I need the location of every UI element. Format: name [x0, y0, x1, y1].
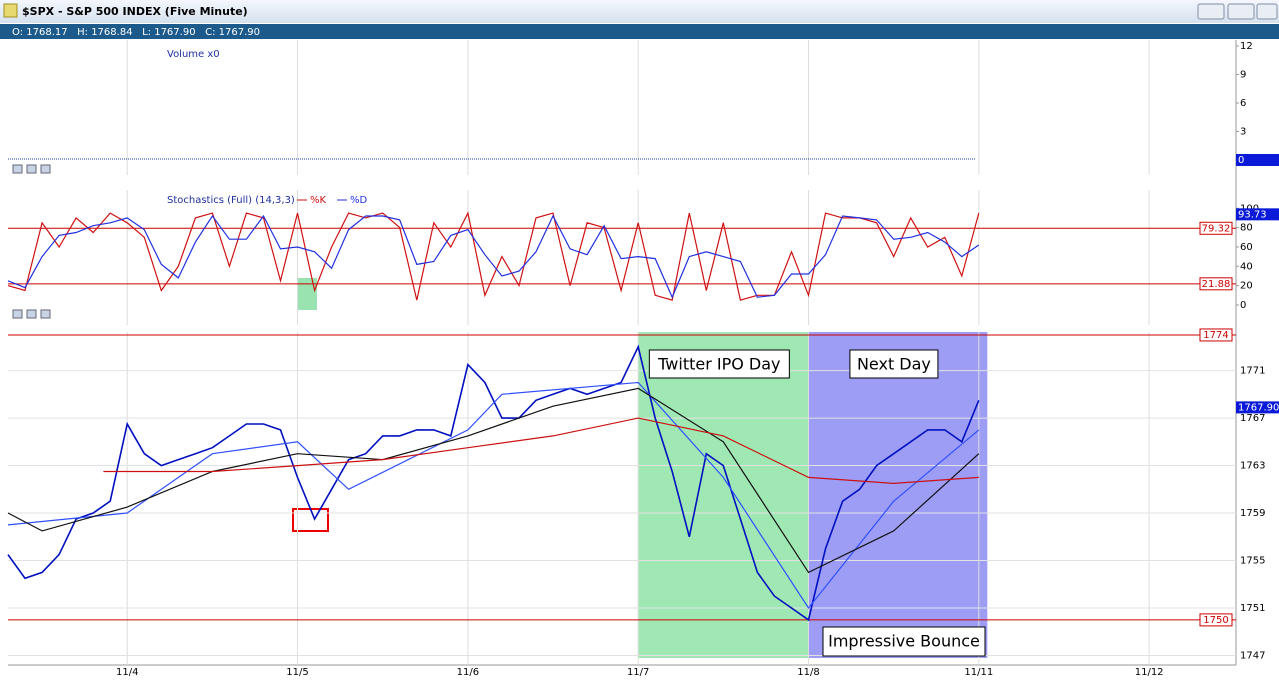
panel-button[interactable]	[12, 164, 23, 174]
y-tick-label: 3	[1240, 126, 1246, 137]
y-tick-label: 12	[1240, 41, 1253, 52]
y-tick-label: 6	[1240, 98, 1246, 109]
legend-label: %K	[310, 195, 327, 206]
reference-label: 79.32	[1202, 223, 1231, 234]
maximize-button[interactable]	[1227, 3, 1255, 20]
x-tick-label: 11/8	[797, 667, 819, 678]
last-value-tag	[1236, 208, 1279, 221]
quote-bar	[0, 24, 1279, 39]
y-tick-label: 20	[1240, 281, 1253, 292]
title-bar	[0, 0, 1279, 23]
dip-box	[292, 508, 329, 532]
reference-label: 21.88	[1202, 279, 1231, 290]
highlight-label: Twitter IPO Day	[657, 355, 780, 374]
panel-button[interactable]	[26, 164, 37, 174]
series-line	[7, 381, 980, 610]
reference-tag	[1199, 277, 1233, 291]
reference-tag	[1199, 328, 1233, 342]
reference-tag	[1199, 613, 1233, 627]
y-tick-label: 1771	[1240, 366, 1265, 377]
legend-label: %D	[350, 195, 368, 206]
panel-button[interactable]	[40, 309, 51, 319]
y-tick-label: 1747	[1240, 651, 1265, 662]
x-tick-label: 11/11	[964, 667, 993, 678]
x-tick-label: 11/12	[1135, 667, 1164, 678]
series-line	[7, 344, 980, 622]
panel-buttons[interactable]	[12, 164, 51, 319]
reference-label: 1774	[1203, 330, 1228, 341]
y-tick-label: 60	[1240, 242, 1253, 253]
last-value-tag	[1236, 153, 1279, 166]
series-line	[7, 211, 980, 301]
x-tick-label: 11/4	[116, 667, 138, 678]
y-tick-label: 9	[1240, 69, 1246, 80]
y-tick-label: 40	[1240, 261, 1253, 272]
panel-button[interactable]	[26, 309, 37, 319]
series-line	[7, 214, 980, 299]
panel-title: Stochastics (Full) (14,3,3)	[167, 195, 295, 206]
series-line	[103, 417, 979, 485]
highlight-label-box	[648, 349, 790, 379]
y-tick-label: 1763	[1240, 461, 1265, 472]
highlight-label: Next Day	[857, 355, 931, 374]
y-tick-label: 1767	[1240, 413, 1265, 424]
series-line	[7, 387, 980, 574]
x-tick-label: 11/7	[627, 667, 649, 678]
y-tick-label: 1755	[1240, 556, 1265, 567]
close-button[interactable]	[1256, 3, 1278, 20]
reference-label: 1750	[1203, 615, 1228, 626]
y-tick-label: 80	[1240, 223, 1253, 234]
minimize-button[interactable]	[1197, 3, 1225, 20]
window-icon	[3, 3, 18, 18]
y-tick-label: 0	[1240, 300, 1246, 311]
highlight-label-box	[849, 349, 939, 379]
panel-title: Volume x0	[167, 49, 220, 60]
last-value-label: 93.73	[1238, 209, 1267, 220]
annotation-box	[822, 626, 986, 657]
window-title: $SPX - S&P 500 INDEX (Five Minute)	[22, 5, 248, 18]
y-tick-label: 1759	[1240, 508, 1265, 519]
panel-button[interactable]	[40, 164, 51, 174]
x-tick-label: 11/6	[457, 667, 479, 678]
y-tick-label: 1751	[1240, 603, 1265, 614]
annotation: Impressive Bounce	[828, 632, 980, 651]
panel-button[interactable]	[12, 309, 23, 319]
reference-tag	[1199, 221, 1233, 235]
last-value-label: 1767.90	[1238, 402, 1279, 413]
last-value-label: 0	[1238, 155, 1244, 166]
quote: O: 1768.17 H: 1768.84 L: 1767.90 C: 1767…	[12, 27, 260, 38]
x-tick-label: 11/5	[286, 667, 308, 678]
highlight-region	[638, 332, 809, 658]
last-value-tag	[1236, 401, 1279, 414]
stoch-highlight	[297, 278, 317, 310]
highlight-region	[808, 332, 988, 658]
window-controls[interactable]	[1197, 3, 1278, 20]
